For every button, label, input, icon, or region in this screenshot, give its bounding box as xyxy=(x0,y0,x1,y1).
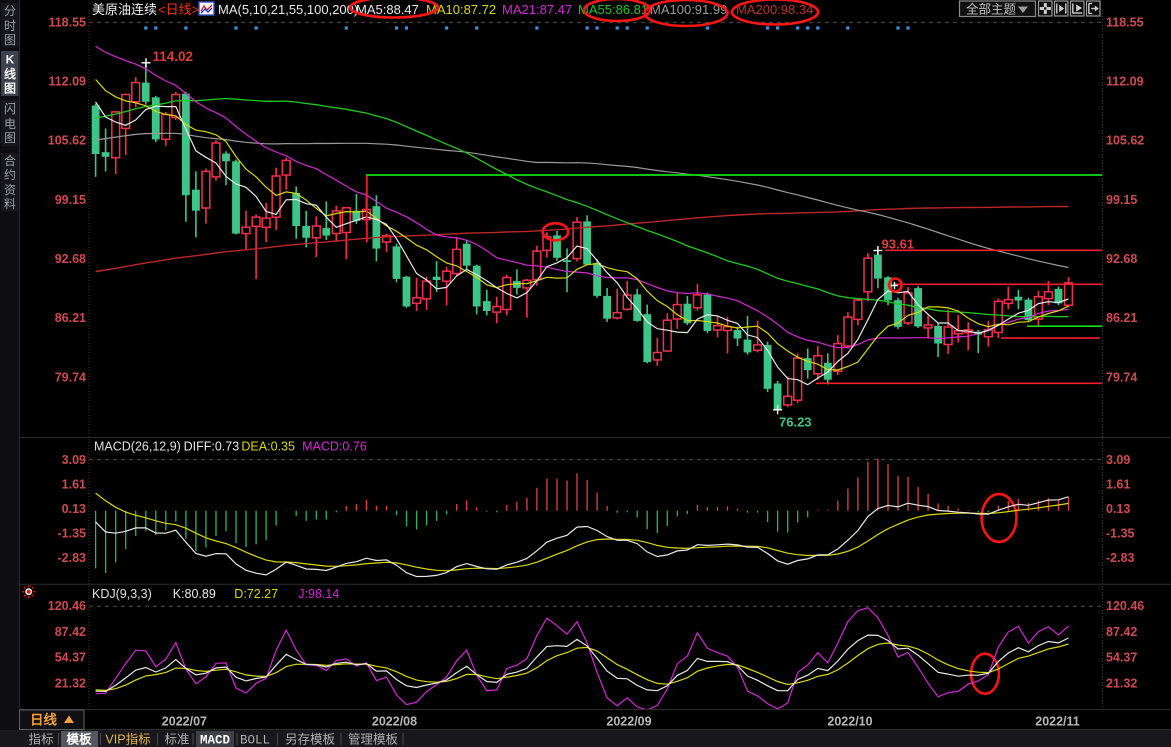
svg-text:另存模板: 另存模板 xyxy=(285,733,336,747)
svg-text:86.21: 86.21 xyxy=(1106,311,1137,325)
svg-text:3.09: 3.09 xyxy=(1106,453,1130,467)
svg-text:105.62: 105.62 xyxy=(48,134,86,148)
svg-text:-1.35: -1.35 xyxy=(58,527,87,541)
svg-text:2022/08: 2022/08 xyxy=(372,715,417,729)
svg-text:2022/11: 2022/11 xyxy=(1035,715,1080,729)
svg-text:模板: 模板 xyxy=(66,732,92,747)
svg-text:闪: 闪 xyxy=(4,102,16,116)
svg-text:管理模板: 管理模板 xyxy=(348,732,399,747)
svg-text:93.61: 93.61 xyxy=(882,236,915,251)
svg-text:99.15: 99.15 xyxy=(1106,193,1137,207)
svg-text:54.37: 54.37 xyxy=(55,651,86,665)
svg-text:KDJ(9,3,3): KDJ(9,3,3) xyxy=(92,587,152,601)
svg-text:0.13: 0.13 xyxy=(1106,502,1130,516)
svg-text:54.37: 54.37 xyxy=(1106,651,1137,665)
svg-text:92.68: 92.68 xyxy=(1106,252,1137,266)
svg-text:21.32: 21.32 xyxy=(1106,676,1137,690)
svg-text:D:72.27: D:72.27 xyxy=(234,587,278,601)
svg-text:21.32: 21.32 xyxy=(55,676,86,690)
svg-text:美原油连续: 美原油连续 xyxy=(92,2,157,17)
svg-text:料: 料 xyxy=(4,197,16,211)
svg-text:J:98.14: J:98.14 xyxy=(298,587,339,601)
svg-text:图: 图 xyxy=(4,82,16,96)
svg-text:MA200:98.34: MA200:98.34 xyxy=(736,2,813,17)
svg-text:1.61: 1.61 xyxy=(62,477,86,491)
svg-text:112.09: 112.09 xyxy=(48,74,86,88)
svg-text:MA100:91.99: MA100:91.99 xyxy=(650,2,727,17)
svg-text:-1.35: -1.35 xyxy=(1106,527,1135,541)
svg-text:MACD: MACD xyxy=(200,734,231,747)
svg-text:电: 电 xyxy=(4,117,16,131)
svg-text:92.68: 92.68 xyxy=(55,252,86,266)
svg-text:<日线>: <日线> xyxy=(158,2,199,17)
svg-text:2022/09: 2022/09 xyxy=(606,715,651,729)
svg-text:76.23: 76.23 xyxy=(779,415,812,430)
svg-text:120.46: 120.46 xyxy=(48,599,86,613)
svg-text:K: K xyxy=(6,53,15,67)
svg-text:MACD:0.76: MACD:0.76 xyxy=(302,440,367,454)
svg-text:79.74: 79.74 xyxy=(1106,370,1137,384)
svg-text:K:80.89: K:80.89 xyxy=(173,587,216,601)
svg-text:1.61: 1.61 xyxy=(1106,477,1130,491)
svg-text:线: 线 xyxy=(4,66,16,81)
svg-text:全部主题: 全部主题 xyxy=(966,2,1017,17)
svg-text:日线: 日线 xyxy=(30,712,57,728)
svg-text:2022/07: 2022/07 xyxy=(162,715,207,729)
svg-text:87.42: 87.42 xyxy=(55,625,86,639)
svg-text:118.55: 118.55 xyxy=(1106,15,1144,29)
svg-text:指标: 指标 xyxy=(28,732,53,747)
svg-text:DEA:0.35: DEA:0.35 xyxy=(241,440,295,454)
svg-text:MA10:87.72: MA10:87.72 xyxy=(426,2,496,17)
svg-text:114.02: 114.02 xyxy=(153,49,194,64)
svg-text:-2.83: -2.83 xyxy=(1106,551,1135,565)
svg-text:时: 时 xyxy=(4,19,16,33)
svg-text:约: 约 xyxy=(4,167,16,182)
svg-text:资: 资 xyxy=(4,183,16,197)
svg-text:合: 合 xyxy=(4,153,16,168)
svg-text:BOLL: BOLL xyxy=(240,734,270,747)
svg-text:99.15: 99.15 xyxy=(55,193,86,207)
svg-text:MA(5,10,21,55,100,200): MA(5,10,21,55,100,200) xyxy=(218,2,358,17)
svg-text:3.09: 3.09 xyxy=(62,453,86,467)
svg-text:DIFF:0.73: DIFF:0.73 xyxy=(184,440,240,454)
svg-text:105.62: 105.62 xyxy=(1106,134,1144,148)
svg-text:0.13: 0.13 xyxy=(62,502,86,516)
svg-text:MA21:87.47: MA21:87.47 xyxy=(502,2,572,17)
svg-text:分: 分 xyxy=(4,4,16,18)
svg-text:87.42: 87.42 xyxy=(1106,625,1137,639)
svg-text:标准: 标准 xyxy=(164,733,189,747)
svg-text:112.09: 112.09 xyxy=(1106,74,1144,88)
svg-text:MA5:88.47: MA5:88.47 xyxy=(356,2,419,17)
svg-text:120.46: 120.46 xyxy=(1106,599,1144,613)
svg-text:MA55:86.81: MA55:86.81 xyxy=(578,2,648,17)
svg-text:图: 图 xyxy=(4,131,16,145)
svg-text:86.21: 86.21 xyxy=(55,311,86,325)
svg-text:VIP指标: VIP指标 xyxy=(105,732,150,747)
svg-text:79.74: 79.74 xyxy=(55,370,86,384)
svg-text:2022/10: 2022/10 xyxy=(827,715,872,729)
svg-text:MACD(26,12,9): MACD(26,12,9) xyxy=(94,440,181,454)
svg-text:118.55: 118.55 xyxy=(48,15,86,29)
svg-text:-2.83: -2.83 xyxy=(58,551,87,565)
svg-text:图: 图 xyxy=(4,33,16,47)
